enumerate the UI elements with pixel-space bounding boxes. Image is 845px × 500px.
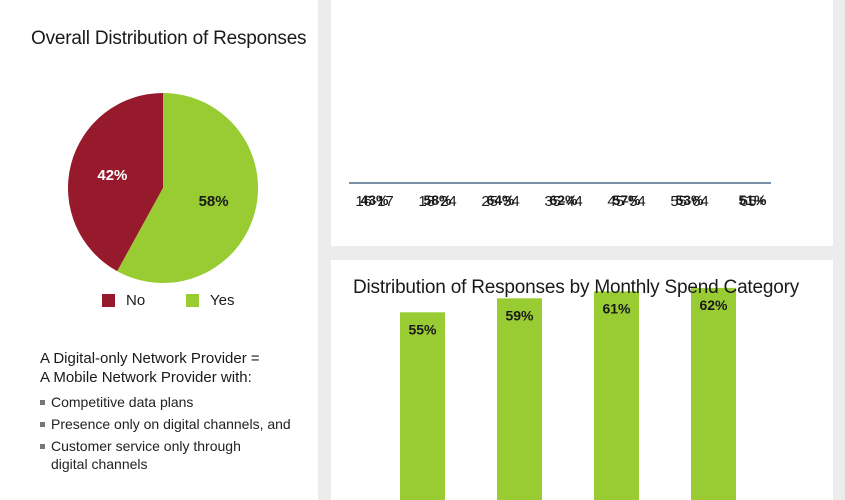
spend-bar-panel: 55% 59% 61% 62% — [331, 260, 833, 500]
age-tick-label: 65+ — [740, 193, 766, 210]
spend-bar-chart: 55% 59% 61% 62% — [400, 287, 736, 500]
bullet-icon — [40, 422, 45, 427]
legend-label-no: No — [126, 292, 146, 309]
pie-data-label-no: 42% — [97, 167, 127, 184]
definition-item-continuation: digital channels — [40, 455, 315, 473]
age-tick-label: 25-34 — [481, 193, 519, 210]
legend-item-no: No — [102, 292, 145, 309]
legend-label-yes: Yes — [210, 292, 235, 309]
age-tick-label: 45-54 — [607, 193, 645, 210]
spend-data-label: 61% — [602, 300, 631, 316]
age-data-label: 57% — [612, 192, 641, 208]
spend-bar — [594, 291, 639, 500]
age-data-label: 58% — [423, 192, 452, 208]
spend-data-label: 59% — [505, 307, 534, 323]
spend-bar — [497, 298, 542, 500]
spend-data-label: 62% — [699, 297, 728, 313]
definition-item-text: Competitive data plans — [51, 394, 194, 410]
definition-item: Customer service only through — [40, 437, 315, 455]
pie-chart: 42% 58% — [67, 93, 258, 283]
age-data-label: 43% — [360, 192, 389, 208]
age-tick-label: 35-44 — [544, 193, 582, 210]
definition-item-text: Presence only on digital channels, and — [51, 416, 291, 432]
age-tick-label: 55-64 — [670, 193, 708, 210]
pie-panel: Overall Distribution of Responses 42% 58%… — [0, 0, 318, 500]
bullet-icon — [40, 444, 45, 449]
pie-slice-yes — [117, 93, 258, 283]
definition-item-text: digital channels — [51, 456, 148, 472]
definition-heading-line2: A Mobile Network Provider with: — [40, 369, 252, 386]
definition-item: Presence only on digital channels, and — [40, 415, 315, 433]
spend-bar — [691, 287, 736, 500]
pie-slice-no — [67, 93, 163, 272]
spend-bar — [400, 312, 445, 500]
age-tick-label: 16-17 — [355, 193, 393, 210]
legend-swatch-no — [102, 294, 115, 307]
age-data-label: 51% — [738, 192, 767, 208]
pie-data-label-yes: 58% — [199, 193, 229, 210]
definition-list: Competitive data plans Presence only on … — [40, 393, 315, 473]
age-bar-chart: 43%16-17 58%18-24 64%25-34 62%35-44 57%45-54… — [349, 182, 771, 210]
spend-chart-title: Distribution of Responses by Monthly Spe… — [353, 277, 800, 298]
definition-item-text: Customer service only through — [51, 438, 241, 454]
definition-heading-line1: A Digital-only Network Provider = — [40, 350, 260, 367]
age-data-label: 53% — [675, 192, 704, 208]
definition-item: Competitive data plans — [40, 393, 315, 411]
definition-box: A Digital-only Network Provider = A Mobi… — [40, 349, 315, 477]
age-bar-panel: 43% 16-17 58% 18-24 64% 25-34 62% 35-44 57% 45-54… — [331, 0, 833, 246]
pie-chart-title: Overall Distribution of Responses — [31, 28, 307, 49]
legend-item-yes: Yes — [186, 292, 234, 309]
legend-swatch-yes — [186, 294, 199, 307]
age-tick-label: 18-24 — [418, 193, 456, 210]
age-data-label: 64% — [486, 192, 515, 208]
age-data-label: 62% — [549, 192, 578, 208]
bullet-icon — [40, 400, 45, 405]
spend-data-label: 55% — [408, 321, 437, 337]
